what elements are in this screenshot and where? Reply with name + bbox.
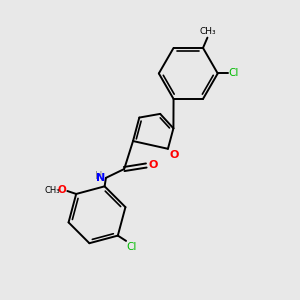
Text: O: O <box>58 185 67 195</box>
Text: H: H <box>95 170 102 181</box>
Text: N: N <box>96 173 105 183</box>
Text: O: O <box>148 160 158 170</box>
Text: Cl: Cl <box>229 68 239 78</box>
Text: O: O <box>169 150 179 160</box>
Text: CH₃: CH₃ <box>200 27 216 36</box>
Text: Cl: Cl <box>127 242 137 252</box>
Text: CH₃: CH₃ <box>44 186 60 195</box>
